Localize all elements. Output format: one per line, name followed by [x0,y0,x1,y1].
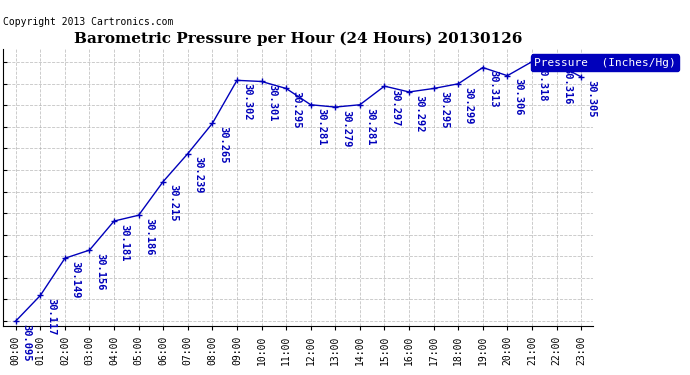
Text: 30.305: 30.305 [586,80,597,117]
Text: 30.265: 30.265 [218,126,228,164]
Text: 30.281: 30.281 [316,108,326,145]
Text: 30.292: 30.292 [415,95,424,132]
Text: 30.313: 30.313 [489,70,498,108]
Text: 30.149: 30.149 [70,261,81,299]
Text: 30.095: 30.095 [21,324,31,362]
Title: Barometric Pressure per Hour (24 Hours) 20130126: Barometric Pressure per Hour (24 Hours) … [75,32,522,46]
Text: 30.279: 30.279 [341,110,351,147]
Text: 30.239: 30.239 [193,156,204,194]
Legend: Pressure  (Inches/Hg): Pressure (Inches/Hg) [531,54,679,71]
Text: 30.297: 30.297 [390,89,400,126]
Text: 30.281: 30.281 [366,108,375,145]
Text: 30.302: 30.302 [242,83,253,121]
Text: 30.316: 30.316 [562,67,572,104]
Text: 30.117: 30.117 [46,298,56,336]
Text: 30.318: 30.318 [538,64,547,102]
Text: 30.215: 30.215 [169,184,179,222]
Text: 30.299: 30.299 [464,87,474,124]
Text: 30.156: 30.156 [95,253,105,290]
Text: 30.181: 30.181 [119,224,130,261]
Text: 30.186: 30.186 [144,218,154,255]
Text: 30.295: 30.295 [292,91,302,129]
Text: 30.295: 30.295 [439,91,449,129]
Text: 30.306: 30.306 [513,78,523,116]
Text: Copyright 2013 Cartronics.com: Copyright 2013 Cartronics.com [3,16,174,27]
Text: 30.301: 30.301 [267,84,277,122]
